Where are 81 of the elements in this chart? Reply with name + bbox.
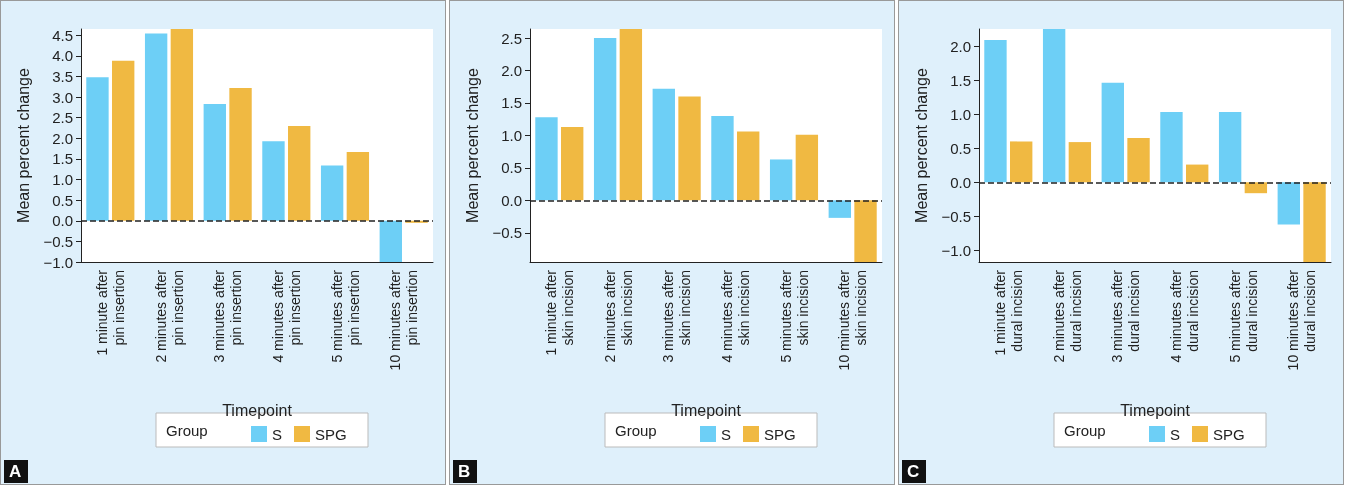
y-tick-label: 1.0 [501,126,522,144]
y-tick-label: 2.5 [501,29,522,47]
y-tick-label: 0.5 [501,159,522,177]
bar [203,104,226,221]
y-axis-title: Mean percent change [14,68,32,223]
bar [1010,141,1033,183]
x-axis-title: Timepoint [222,401,293,419]
y-tick-label: 2.5 [52,109,73,127]
y-axis-title: Mean percent change [912,68,930,223]
bar [1042,29,1066,183]
text: A [9,462,22,481]
bar [346,151,370,221]
bar [711,115,734,201]
bar [984,39,1007,183]
y-tick-label: 0.5 [52,191,73,209]
y-tick-label: 0.0 [52,212,73,230]
bar [678,96,701,201]
y-tick-label: 0.5 [950,139,971,157]
bar [795,134,819,201]
y-tick-label: −0.5 [492,224,522,242]
bar [288,125,311,221]
x-axis-title: Timepoint [671,401,742,419]
legend-label: SPG [315,425,347,443]
bar [1160,112,1183,183]
y-tick-label: 3.0 [52,88,73,106]
legend-title: Group [615,422,657,439]
bar [737,131,760,201]
y-tick-label: 4.5 [52,26,73,44]
y-tick-label: 1.5 [52,150,73,168]
bar [561,127,584,201]
y-tick-label: 2.0 [52,129,73,147]
y-tick-label: −0.5 [43,232,73,250]
legend-label: SPG [1213,425,1245,443]
y-tick-label: 1.0 [950,105,971,123]
bar [229,87,252,221]
bar [144,33,168,221]
bar [86,77,109,221]
legend-label: SPG [764,425,796,443]
bar [320,165,344,221]
y-tick-label: 4.0 [52,47,73,65]
bar [535,117,558,201]
bar [652,88,675,201]
y-tick-label: 1.0 [52,171,73,189]
y-tick-label: −0.5 [941,207,971,225]
bar [1127,138,1150,183]
text: C [907,462,920,481]
bar [619,29,643,201]
bar [1186,164,1209,183]
y-tick-label: 1.5 [501,94,522,112]
bar [1303,182,1326,262]
legend-label: S [721,425,732,443]
bar [170,29,194,221]
y-tick-label: −1.0 [43,253,73,271]
bar [854,200,877,262]
x-tick-label: 1 minute after dural incision [991,269,1025,356]
legend-label: S [1170,425,1181,443]
bar [379,220,402,262]
legend-title: Group [166,422,208,439]
x-tick-label: 1 minute after skin incision [542,269,576,356]
bar [262,141,285,221]
bar [1101,82,1124,183]
bar [1068,142,1092,183]
y-tick-label: 1.5 [950,71,971,89]
bar [1218,112,1242,183]
x-axis-title: Timepoint [1120,401,1191,419]
bar [593,38,617,201]
y-tick-label: 2.0 [501,62,522,80]
y-tick-label: 2.0 [950,37,971,55]
legend-label: S [272,425,283,443]
text: B [458,462,471,481]
bar [828,200,851,218]
y-tick-label: 3.5 [52,67,73,85]
y-tick-label: 0.0 [501,191,522,209]
y-tick-label: 0.0 [950,173,971,191]
y-tick-label: −1.0 [941,241,971,259]
bar [1277,182,1300,225]
legend-title: Group [1064,422,1106,439]
bar [769,159,793,201]
x-tick-label: 1 minute after pin insertion [93,269,127,356]
bar [112,60,135,221]
y-axis-title: Mean percent change [463,68,481,223]
